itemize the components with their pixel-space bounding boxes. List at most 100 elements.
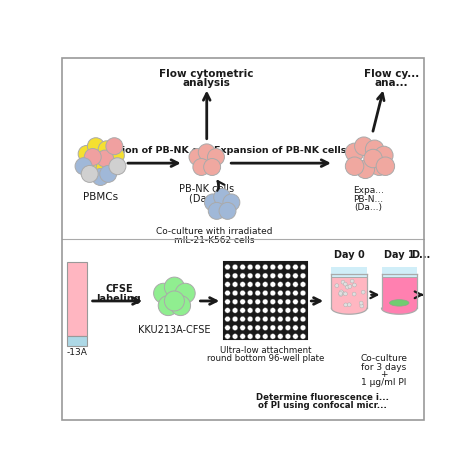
Circle shape xyxy=(293,282,298,287)
Text: Isolation of PB-NK cells: Isolation of PB-NK cells xyxy=(92,146,217,155)
Circle shape xyxy=(263,273,268,278)
Circle shape xyxy=(232,334,238,339)
Circle shape xyxy=(293,273,298,278)
Circle shape xyxy=(232,264,238,270)
Circle shape xyxy=(108,147,124,164)
Circle shape xyxy=(364,149,383,168)
Circle shape xyxy=(240,299,246,304)
Circle shape xyxy=(247,308,253,313)
Text: for 3 days: for 3 days xyxy=(361,363,407,372)
Circle shape xyxy=(232,325,238,330)
Circle shape xyxy=(204,158,220,175)
Text: Ultra-low attachment: Ultra-low attachment xyxy=(219,346,311,355)
Circle shape xyxy=(285,291,291,296)
Circle shape xyxy=(171,296,191,316)
Circle shape xyxy=(270,299,275,304)
Circle shape xyxy=(339,290,343,294)
Circle shape xyxy=(225,264,230,270)
Text: Day 1: Day 1 xyxy=(384,250,415,260)
Circle shape xyxy=(285,316,291,322)
Circle shape xyxy=(285,308,291,313)
Text: mIL-21-K562 cells: mIL-21-K562 cells xyxy=(174,236,255,245)
Circle shape xyxy=(225,282,230,287)
Text: analysis: analysis xyxy=(183,78,231,88)
Circle shape xyxy=(247,291,253,296)
Circle shape xyxy=(204,194,221,211)
Circle shape xyxy=(240,291,246,296)
Circle shape xyxy=(341,280,345,284)
Circle shape xyxy=(339,292,343,296)
Ellipse shape xyxy=(331,302,367,314)
Circle shape xyxy=(263,291,268,296)
Circle shape xyxy=(232,316,238,322)
Circle shape xyxy=(360,304,364,308)
Circle shape xyxy=(255,334,260,339)
Circle shape xyxy=(247,273,253,278)
Circle shape xyxy=(370,157,389,175)
Circle shape xyxy=(255,299,260,304)
Circle shape xyxy=(301,264,306,270)
Ellipse shape xyxy=(390,300,409,306)
Circle shape xyxy=(278,273,283,278)
Circle shape xyxy=(87,138,104,155)
Text: +: + xyxy=(380,370,388,379)
Circle shape xyxy=(100,165,117,182)
Circle shape xyxy=(92,169,109,185)
Circle shape xyxy=(225,299,230,304)
Circle shape xyxy=(232,282,238,287)
Circle shape xyxy=(164,291,184,311)
Circle shape xyxy=(247,282,253,287)
Circle shape xyxy=(285,264,291,270)
Bar xyxy=(331,275,367,308)
Text: PB-N...: PB-N... xyxy=(354,195,383,204)
Circle shape xyxy=(158,296,178,316)
Text: PB-NK cells: PB-NK cells xyxy=(179,184,234,194)
Circle shape xyxy=(232,299,238,304)
Circle shape xyxy=(247,299,253,304)
Circle shape xyxy=(270,282,275,287)
Circle shape xyxy=(365,140,384,158)
Circle shape xyxy=(208,148,225,165)
Circle shape xyxy=(285,325,291,330)
Circle shape xyxy=(352,292,356,296)
Text: Expansion of PB-NK cells: Expansion of PB-NK cells xyxy=(214,146,347,155)
Circle shape xyxy=(154,283,173,303)
Circle shape xyxy=(255,282,260,287)
Circle shape xyxy=(214,189,231,206)
Circle shape xyxy=(301,282,306,287)
Circle shape xyxy=(278,308,283,313)
Circle shape xyxy=(240,334,246,339)
Circle shape xyxy=(270,264,275,270)
Circle shape xyxy=(301,334,306,339)
Circle shape xyxy=(89,161,106,178)
Circle shape xyxy=(359,301,363,305)
Circle shape xyxy=(293,299,298,304)
Text: Flow cytometric: Flow cytometric xyxy=(159,69,254,79)
Circle shape xyxy=(293,308,298,313)
Text: Co-culture: Co-culture xyxy=(360,354,407,363)
Text: CFSE: CFSE xyxy=(105,284,133,294)
Circle shape xyxy=(293,334,298,339)
Circle shape xyxy=(350,279,354,283)
Circle shape xyxy=(263,334,268,339)
Circle shape xyxy=(263,264,268,270)
Circle shape xyxy=(285,273,291,278)
Circle shape xyxy=(247,316,253,322)
Circle shape xyxy=(247,264,253,270)
Circle shape xyxy=(285,282,291,287)
Circle shape xyxy=(225,273,230,278)
Circle shape xyxy=(225,308,230,313)
Bar xyxy=(66,263,87,336)
Circle shape xyxy=(219,202,236,219)
Circle shape xyxy=(240,273,246,278)
Text: 1 μg/ml PI: 1 μg/ml PI xyxy=(361,378,407,387)
Text: -13A: -13A xyxy=(66,348,87,357)
Circle shape xyxy=(109,158,126,175)
Circle shape xyxy=(301,325,306,330)
Circle shape xyxy=(81,165,98,182)
Text: Day 0: Day 0 xyxy=(334,250,365,260)
Circle shape xyxy=(278,291,283,296)
Circle shape xyxy=(189,148,206,165)
FancyArrowPatch shape xyxy=(217,181,224,191)
Circle shape xyxy=(240,308,246,313)
